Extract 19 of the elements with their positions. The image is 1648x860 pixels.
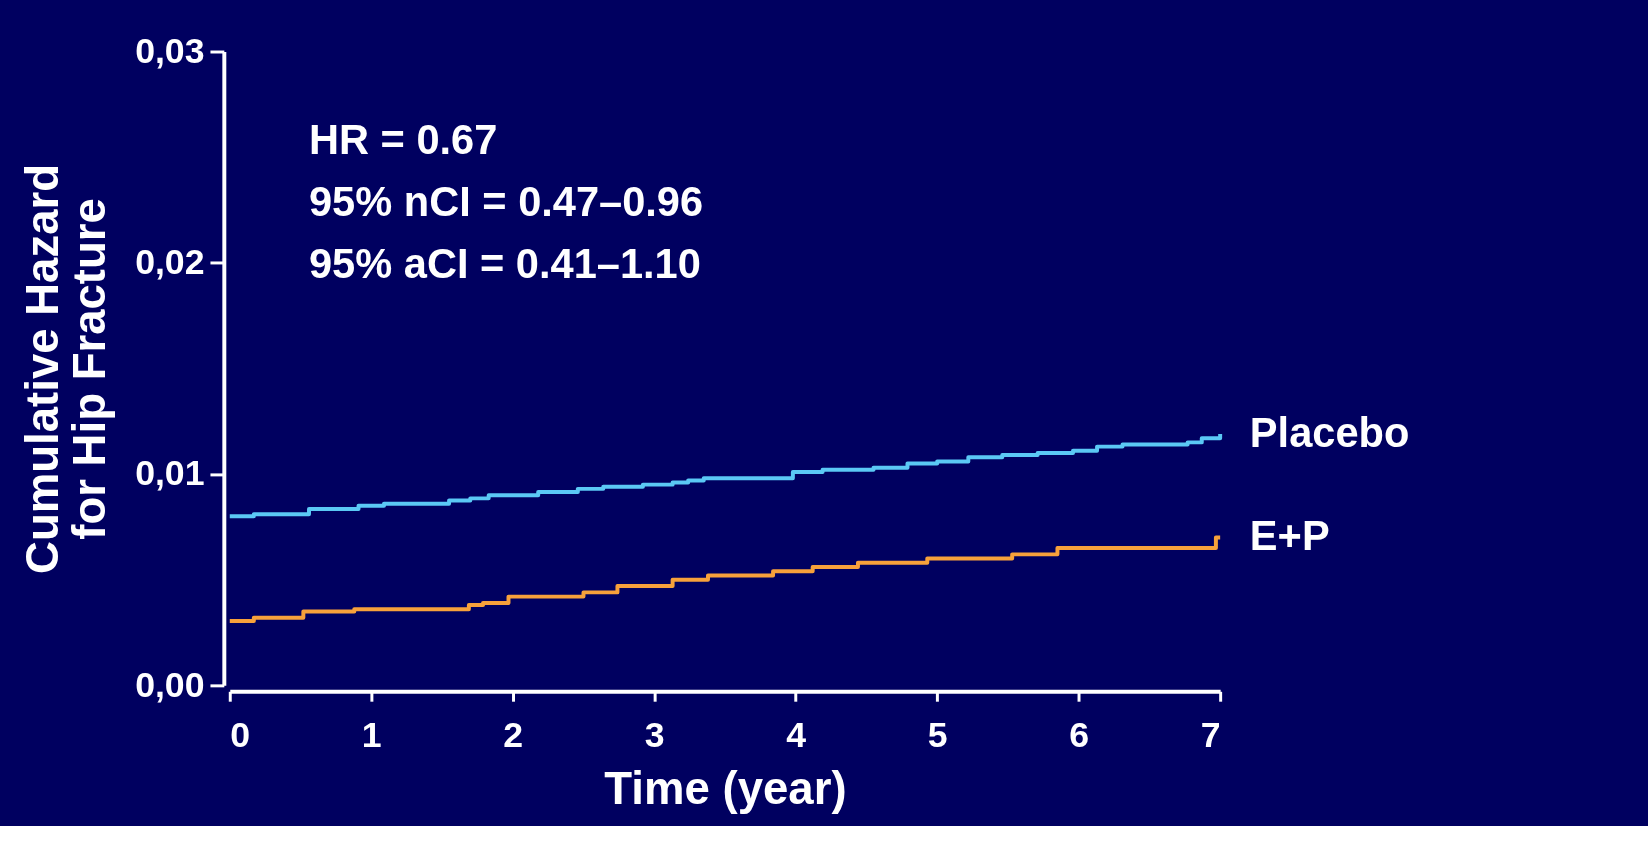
x-tick-label: 6 bbox=[1069, 715, 1090, 756]
x-tick-label: 2 bbox=[503, 715, 524, 756]
x-tick-label: 1 bbox=[361, 715, 382, 756]
y-axis-title: Cumulative Hazard for Hip Fracture bbox=[16, 163, 116, 574]
y-tick-label: 0,00 bbox=[135, 664, 205, 705]
annotation: HR = 0.67 bbox=[309, 115, 498, 163]
x-tick-label: 0 bbox=[230, 715, 251, 756]
y-tick-label: 0,01 bbox=[135, 453, 205, 494]
x-tick-label: 7 bbox=[1200, 715, 1221, 756]
x-tick-label: 5 bbox=[927, 715, 948, 756]
annotation: 95% nCI = 0.47–0.96 bbox=[309, 177, 704, 225]
y-tick-label: 0,03 bbox=[135, 30, 205, 71]
x-axis-title: Time (year) bbox=[604, 762, 847, 814]
annotation: 95% aCI = 0.41–1.10 bbox=[309, 240, 701, 288]
series-label: E+P bbox=[1249, 512, 1330, 560]
series-label: Placebo bbox=[1249, 408, 1410, 456]
x-tick-label: 4 bbox=[786, 715, 807, 756]
x-tick-label: 3 bbox=[644, 715, 665, 756]
y-tick-label: 0,02 bbox=[135, 242, 205, 283]
